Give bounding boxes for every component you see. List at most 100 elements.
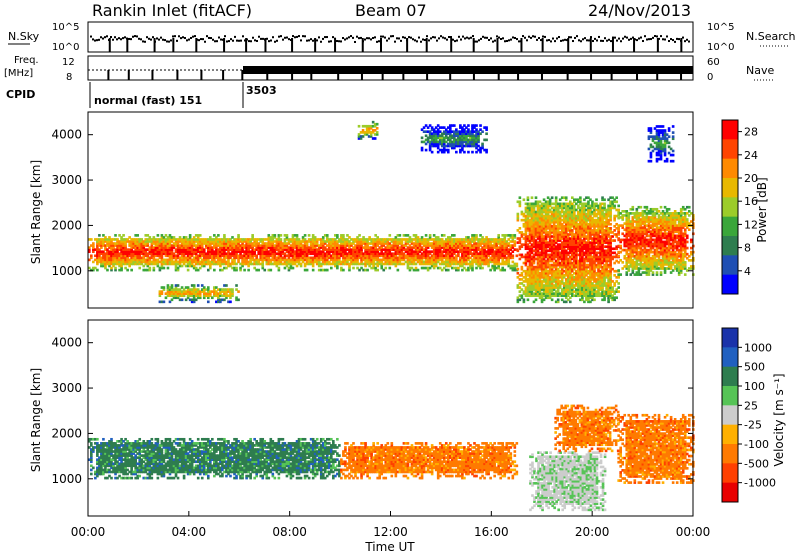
heatmap-cell (350, 242, 353, 245)
heatmap-cell (562, 206, 566, 210)
heatmap-cell (388, 262, 392, 266)
heatmap-cell (579, 237, 582, 240)
heatmap-cell (398, 242, 402, 245)
heatmap-cell (255, 238, 258, 241)
heatmap-cell (589, 296, 592, 300)
heatmap-cell (392, 258, 396, 262)
heatmap-cell (583, 231, 586, 234)
heatmap-cell (544, 210, 548, 214)
heatmap-cell (446, 252, 450, 256)
heatmap-cell (536, 269, 540, 273)
heatmap-cell (211, 242, 214, 245)
heatmap-cell (400, 258, 404, 262)
heatmap-cell (465, 260, 468, 264)
heatmap-cell (593, 269, 596, 273)
heatmap-cell (568, 214, 572, 218)
heatmap-cell (532, 243, 536, 246)
heatmap-cell (360, 246, 363, 249)
heatmap-cell (428, 238, 432, 241)
nsky-point (296, 35, 298, 38)
heatmap-cell (134, 246, 137, 249)
heatmap-cell (186, 244, 190, 247)
heatmap-cell (577, 292, 580, 295)
heatmap-cell (176, 246, 180, 249)
heatmap-cell (579, 273, 582, 277)
heatmap-cell (448, 246, 452, 249)
heatmap-cell (453, 234, 456, 237)
heatmap-cell (453, 238, 456, 241)
heatmap-cell (556, 300, 560, 304)
heatmap-cell (309, 262, 313, 266)
heatmap-cell (455, 262, 458, 266)
heatmap-cell (146, 234, 150, 237)
heatmap-cell (593, 227, 596, 230)
heatmap-cell (507, 264, 511, 268)
heatmap-cell (338, 240, 341, 243)
heatmap-cell (501, 244, 505, 247)
heatmap-cell (593, 204, 596, 208)
heatmap-cell (446, 248, 450, 251)
heatmap-cell (342, 258, 345, 262)
heatmap-cell (603, 257, 606, 261)
heatmap-cell (430, 256, 434, 260)
heatmap-cell (538, 257, 542, 261)
heatmap-cell (344, 250, 347, 254)
heatmap-cell (136, 254, 140, 258)
heatmap-cell (376, 258, 379, 262)
heatmap-cell (364, 250, 367, 254)
heatmap-cell (530, 269, 534, 273)
heatmap-cell (593, 261, 596, 265)
heatmap-cell (146, 258, 150, 262)
heatmap-cell (338, 256, 341, 260)
heatmap-cell (507, 234, 511, 237)
heatmap-cell (265, 250, 269, 254)
nsky-tick-top: 10^5 (52, 22, 79, 33)
heatmap-cell (348, 266, 351, 270)
heatmap-cell (358, 248, 361, 251)
heatmap-cell (396, 234, 400, 237)
heatmap-cell (217, 262, 220, 266)
heatmap-cell (591, 284, 594, 287)
heatmap-cell (593, 271, 596, 275)
heatmap-cell (108, 246, 111, 249)
heatmap-cell (546, 249, 550, 253)
heatmap-cell (595, 229, 598, 232)
heatmap-cell (589, 273, 592, 277)
heatmap-cell (186, 242, 190, 245)
heatmap-cell (227, 242, 230, 245)
heatmap-cell (138, 266, 142, 270)
heatmap-cell (321, 254, 325, 258)
heatmap-cell (577, 214, 580, 218)
heatmap-cell (485, 240, 488, 243)
heatmap-cell (560, 292, 564, 295)
heatmap-cell (589, 269, 592, 273)
heatmap-cell (356, 250, 359, 254)
heatmap-cell (130, 258, 133, 262)
heatmap-cell (430, 238, 434, 241)
heatmap-cell (394, 250, 398, 254)
heatmap-cell (573, 251, 576, 255)
heatmap-cell (526, 224, 530, 228)
heatmap-cell (146, 238, 150, 241)
heatmap-cell (532, 286, 536, 289)
heatmap-cell (479, 248, 482, 251)
heatmap-cell (593, 273, 596, 277)
heatmap-cell (489, 258, 492, 262)
heatmap-cell (589, 265, 592, 269)
heatmap-cell (585, 292, 588, 295)
nsky-point (390, 35, 392, 38)
heatmap-cell (570, 204, 574, 208)
heatmap-cell (583, 241, 586, 244)
heatmap-cell (577, 284, 580, 287)
heatmap-cell (174, 264, 178, 268)
heatmap-cell (603, 284, 606, 287)
heatmap-cell (162, 266, 166, 270)
heatmap-cell (319, 250, 323, 254)
heatmap-cell (546, 280, 550, 283)
heatmap-cell (489, 260, 492, 264)
heatmap-cell (158, 240, 162, 243)
heatmap-cell (591, 212, 594, 216)
heatmap-cell (513, 248, 517, 251)
heatmap-cell (581, 263, 584, 267)
heatmap-cell (570, 269, 574, 273)
